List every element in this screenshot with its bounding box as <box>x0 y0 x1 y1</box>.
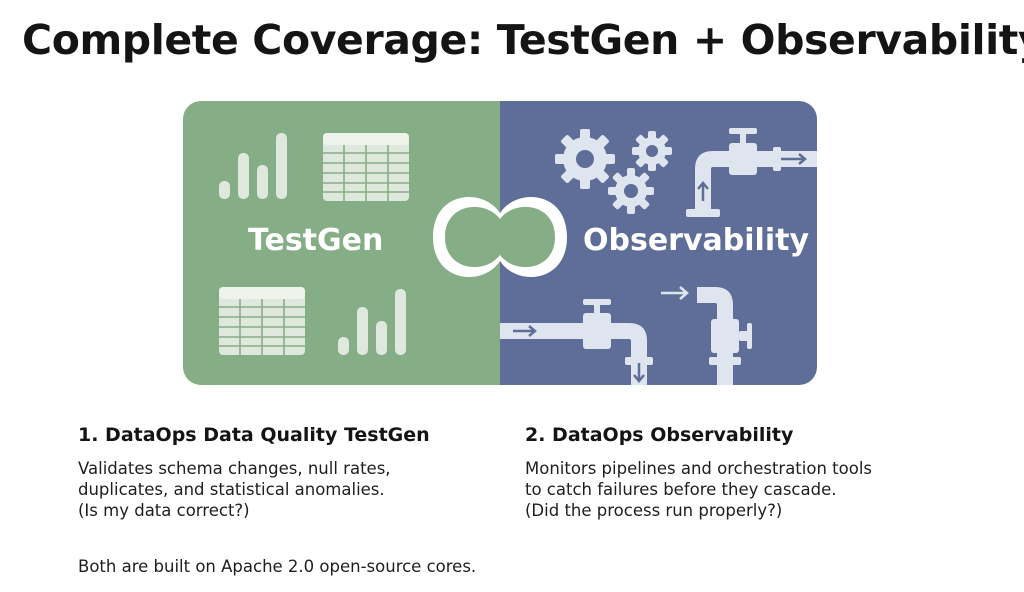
page-title: Complete Coverage: TestGen + Observabili… <box>22 16 1024 64</box>
section-body: Monitors pipelines and orchestration too… <box>525 458 985 521</box>
pipe-valve-icon <box>686 128 817 217</box>
section-line: Validates schema changes, null rates, <box>78 459 391 478</box>
coverage-diagram <box>183 101 817 385</box>
observability-description: 2. DataOps Observability Monitors pipeli… <box>525 424 985 521</box>
section-line: to catch failures before they cascade. <box>525 480 837 499</box>
observability-label: Observability <box>583 223 809 258</box>
section-body: Validates schema changes, null rates, du… <box>78 458 498 521</box>
gears-icon <box>555 129 672 214</box>
section-heading: 1. DataOps Data Quality TestGen <box>78 424 430 446</box>
bar-chart-icon <box>219 133 287 199</box>
table-grid-icon <box>323 133 409 201</box>
section-line: duplicates, and statistical anomalies. <box>78 480 385 499</box>
footer-note: Both are built on Apache 2.0 open-source… <box>78 557 477 576</box>
pipe-valve-icon <box>500 299 653 385</box>
testgen-label: TestGen <box>248 223 384 258</box>
section-line: Monitors pipelines and orchestration too… <box>525 459 872 478</box>
section-line: (Did the process run properly?) <box>525 501 783 520</box>
table-grid-icon <box>219 287 305 355</box>
flow-arrow-icon <box>661 286 689 300</box>
coverage-panel: TestGen Observability <box>183 101 817 385</box>
section-heading: 2. DataOps Observability <box>525 424 794 446</box>
testgen-description: 1. DataOps Data Quality TestGen Validate… <box>78 424 498 521</box>
section-line: (Is my data correct?) <box>78 501 250 520</box>
pipe-valve-icon <box>697 287 752 385</box>
infinity-link-icon <box>433 196 567 278</box>
bar-chart-icon <box>338 289 406 355</box>
